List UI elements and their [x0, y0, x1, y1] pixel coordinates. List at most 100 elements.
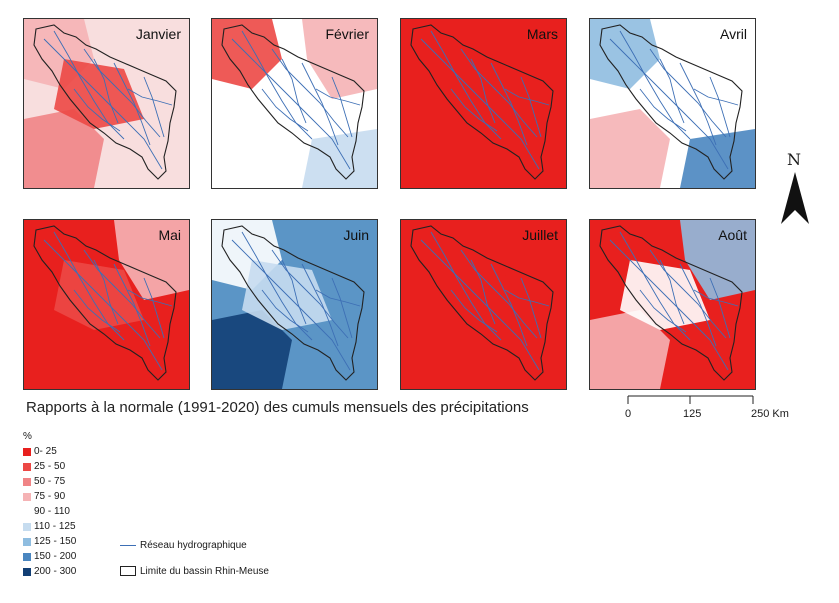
panel-title: Avril [720, 26, 747, 42]
legend-label: 125 - 150 [34, 536, 77, 547]
river [143, 277, 165, 339]
river [520, 277, 542, 339]
basin-outline [33, 225, 177, 381]
river [301, 62, 339, 146]
scale-label-250: 250 Km [751, 408, 789, 420]
basin-outline [221, 24, 365, 180]
river [113, 263, 151, 347]
river [709, 277, 731, 339]
basin-outline [33, 24, 177, 180]
river [315, 88, 361, 106]
river [113, 62, 151, 146]
legend-swatch [23, 568, 31, 576]
river [649, 48, 727, 138]
basin-outline [221, 225, 365, 381]
legend-label: 110 - 125 [34, 521, 76, 532]
river [53, 30, 125, 140]
legend-item: 25 - 50 [23, 459, 76, 474]
legend-item: 200 - 300 [23, 564, 76, 579]
river [315, 289, 361, 307]
legend-swatch [23, 538, 31, 546]
north-arrow-icon [781, 172, 809, 224]
river [93, 58, 119, 124]
legend-item: 150 - 200 [23, 549, 76, 564]
map-mai [24, 220, 189, 389]
river [693, 289, 739, 307]
precip-region [302, 19, 377, 99]
legend-swatch [23, 553, 31, 561]
river [679, 62, 717, 146]
river [420, 38, 540, 170]
river [450, 88, 498, 132]
river [639, 88, 687, 132]
map-panel-mars: Mars [400, 18, 567, 189]
river [127, 88, 173, 106]
river [231, 38, 351, 170]
map-juin [212, 220, 377, 389]
legend-hydro: Réseau hydrographique [120, 540, 247, 551]
map-avril [590, 19, 755, 188]
river [470, 259, 496, 325]
river [504, 88, 550, 106]
legend-item: 90 - 110 [23, 504, 76, 519]
legend-swatch [23, 478, 31, 486]
precip-region [24, 109, 104, 188]
river [430, 231, 502, 341]
legend-label: 25 - 50 [34, 461, 66, 472]
legend-label: 75 - 90 [34, 491, 66, 502]
river [504, 289, 550, 307]
river [450, 289, 498, 333]
legend-swatch [23, 523, 31, 531]
panel-title: Mars [526, 26, 558, 42]
river [331, 277, 353, 339]
river [241, 30, 313, 140]
river [609, 239, 729, 371]
panel-title: Août [718, 227, 747, 243]
panel-title: Mai [158, 227, 181, 243]
river [143, 76, 165, 138]
panel-title: Juin [343, 227, 369, 243]
river [83, 249, 161, 339]
legend-swatch [23, 493, 31, 501]
legend: % 0- 25 25 - 50 50 - 75 75 - 90 90 - 110… [23, 430, 76, 579]
river [490, 263, 528, 347]
map-juillet [401, 220, 566, 389]
river [649, 249, 727, 339]
river [659, 259, 685, 325]
legend-swatch [23, 448, 31, 456]
river [271, 48, 349, 138]
map-fevrier [212, 19, 377, 188]
basin-outline [410, 24, 554, 180]
river [709, 76, 731, 138]
river [231, 239, 351, 371]
river [470, 58, 496, 124]
legend-swatch [23, 508, 31, 516]
legend-basin: Limite du bassin Rhin-Meuse [120, 566, 269, 577]
legend-label: 150 - 200 [34, 551, 77, 562]
river [619, 30, 691, 140]
river [73, 289, 121, 333]
river [520, 76, 542, 138]
river [281, 259, 307, 325]
map-aout [590, 220, 755, 389]
map-title: Rapports à la normale (1991-2020) des cu… [26, 399, 529, 416]
map-mars [401, 19, 566, 188]
basin-outline [599, 225, 743, 381]
river [420, 239, 540, 371]
river [281, 58, 307, 124]
river [93, 259, 119, 325]
river-line-icon [120, 544, 136, 546]
river [241, 231, 313, 341]
river [693, 88, 739, 106]
legend-label: 50 - 75 [34, 476, 66, 487]
basin-outline [410, 225, 554, 381]
legend-label: 90 - 110 [34, 506, 70, 517]
river [53, 231, 125, 341]
precip-region [590, 310, 670, 389]
legend-label: 0- 25 [34, 446, 57, 457]
river [261, 289, 309, 333]
map-panel-janvier: Janvier [23, 18, 190, 189]
scale-label-0: 0 [625, 408, 632, 420]
river [83, 48, 161, 138]
river [127, 289, 173, 307]
